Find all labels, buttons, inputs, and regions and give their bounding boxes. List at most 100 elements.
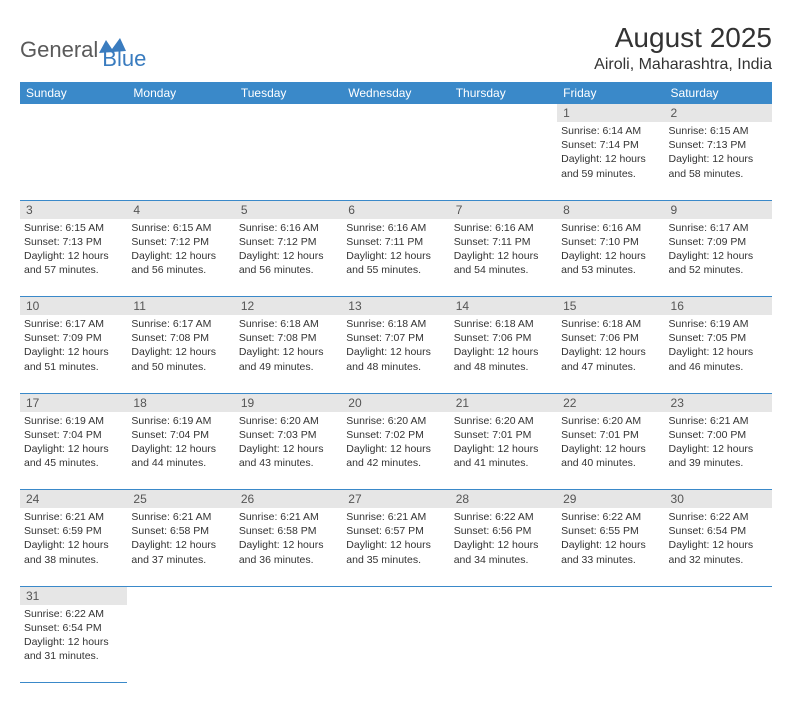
day-number-cell: 27 [342,490,449,509]
sun-details: Sunrise: 6:22 AMSunset: 6:55 PMDaylight:… [557,508,664,569]
sun-details: Sunrise: 6:22 AMSunset: 6:56 PMDaylight:… [450,508,557,569]
sun-details: Sunrise: 6:14 AMSunset: 7:14 PMDaylight:… [557,122,664,183]
day-content-cell: Sunrise: 6:17 AMSunset: 7:09 PMDaylight:… [20,315,127,393]
day-content-cell: Sunrise: 6:22 AMSunset: 6:55 PMDaylight:… [557,508,664,586]
day-content-cell: Sunrise: 6:15 AMSunset: 7:13 PMDaylight:… [665,122,772,200]
calendar-head: SundayMondayTuesdayWednesdayThursdayFrid… [20,82,772,104]
sun-details: Sunrise: 6:19 AMSunset: 7:05 PMDaylight:… [665,315,772,376]
sun-details: Sunrise: 6:16 AMSunset: 7:11 PMDaylight:… [342,219,449,280]
day-number-cell [342,104,449,122]
day-number: 20 [342,394,449,412]
day-number-cell: 9 [665,200,772,219]
day-content-cell: Sunrise: 6:21 AMSunset: 6:59 PMDaylight:… [20,508,127,586]
day-number [342,104,449,122]
sun-details: Sunrise: 6:17 AMSunset: 7:09 PMDaylight:… [20,315,127,376]
dayname-header: Tuesday [235,82,342,104]
logo-text-blue: Blue [102,46,146,72]
day-content-cell: Sunrise: 6:22 AMSunset: 6:54 PMDaylight:… [20,605,127,683]
day-number: 1 [557,104,664,122]
week-daynum-row: 24252627282930 [20,490,772,509]
day-number-cell [20,104,127,122]
day-number: 17 [20,394,127,412]
day-number: 27 [342,490,449,508]
day-number-cell [127,586,234,605]
week-content-row: Sunrise: 6:22 AMSunset: 6:54 PMDaylight:… [20,605,772,683]
day-number-cell: 15 [557,297,664,316]
day-number-cell: 19 [235,393,342,412]
day-number: 11 [127,297,234,315]
day-content-cell: Sunrise: 6:19 AMSunset: 7:04 PMDaylight:… [20,412,127,490]
day-number: 26 [235,490,342,508]
day-number: 6 [342,201,449,219]
day-number: 12 [235,297,342,315]
day-content-cell: Sunrise: 6:22 AMSunset: 6:54 PMDaylight:… [665,508,772,586]
day-number: 2 [665,104,772,122]
day-content-cell [450,122,557,200]
day-number [342,587,449,605]
day-number [665,587,772,605]
day-number-cell: 8 [557,200,664,219]
day-content-cell: Sunrise: 6:19 AMSunset: 7:04 PMDaylight:… [127,412,234,490]
week-daynum-row: 17181920212223 [20,393,772,412]
day-number-cell: 14 [450,297,557,316]
sun-details: Sunrise: 6:20 AMSunset: 7:02 PMDaylight:… [342,412,449,473]
day-number-cell: 2 [665,104,772,122]
day-content-cell: Sunrise: 6:18 AMSunset: 7:08 PMDaylight:… [235,315,342,393]
day-content-cell: Sunrise: 6:21 AMSunset: 6:58 PMDaylight:… [235,508,342,586]
day-number-cell: 18 [127,393,234,412]
day-number-cell: 23 [665,393,772,412]
dayname-header: Sunday [20,82,127,104]
week-content-row: Sunrise: 6:21 AMSunset: 6:59 PMDaylight:… [20,508,772,586]
day-content-cell [665,605,772,683]
sun-details: Sunrise: 6:21 AMSunset: 6:57 PMDaylight:… [342,508,449,569]
sun-details: Sunrise: 6:16 AMSunset: 7:11 PMDaylight:… [450,219,557,280]
day-number-cell: 16 [665,297,772,316]
week-daynum-row: 31 [20,586,772,605]
sun-details: Sunrise: 6:18 AMSunset: 7:08 PMDaylight:… [235,315,342,376]
day-number: 14 [450,297,557,315]
calendar-table: SundayMondayTuesdayWednesdayThursdayFrid… [20,82,772,683]
calendar-body: 12Sunrise: 6:14 AMSunset: 7:14 PMDayligh… [20,104,772,683]
sun-details: Sunrise: 6:18 AMSunset: 7:07 PMDaylight:… [342,315,449,376]
week-content-row: Sunrise: 6:15 AMSunset: 7:13 PMDaylight:… [20,219,772,297]
day-number: 31 [20,587,127,605]
day-number: 29 [557,490,664,508]
day-number-cell [235,104,342,122]
day-number-cell: 20 [342,393,449,412]
day-number-cell [235,586,342,605]
week-content-row: Sunrise: 6:17 AMSunset: 7:09 PMDaylight:… [20,315,772,393]
day-number: 8 [557,201,664,219]
daynames-row: SundayMondayTuesdayWednesdayThursdayFrid… [20,82,772,104]
day-number: 13 [342,297,449,315]
week-daynum-row: 12 [20,104,772,122]
day-content-cell: Sunrise: 6:17 AMSunset: 7:08 PMDaylight:… [127,315,234,393]
day-number-cell: 5 [235,200,342,219]
day-number-cell [450,586,557,605]
day-content-cell: Sunrise: 6:20 AMSunset: 7:01 PMDaylight:… [450,412,557,490]
title-block: August 2025 Airoli, Maharashtra, India [594,22,772,74]
day-number: 28 [450,490,557,508]
day-number-cell: 17 [20,393,127,412]
day-number: 22 [557,394,664,412]
day-content-cell: Sunrise: 6:18 AMSunset: 7:06 PMDaylight:… [450,315,557,393]
day-content-cell [342,122,449,200]
location-subtitle: Airoli, Maharashtra, India [594,56,772,74]
day-number-cell: 21 [450,393,557,412]
day-number: 10 [20,297,127,315]
day-number-cell [450,104,557,122]
day-content-cell: Sunrise: 6:21 AMSunset: 6:57 PMDaylight:… [342,508,449,586]
dayname-header: Friday [557,82,664,104]
day-number-cell: 10 [20,297,127,316]
sun-details: Sunrise: 6:16 AMSunset: 7:12 PMDaylight:… [235,219,342,280]
sun-details: Sunrise: 6:18 AMSunset: 7:06 PMDaylight:… [450,315,557,376]
day-number: 30 [665,490,772,508]
day-number [557,587,664,605]
day-content-cell: Sunrise: 6:21 AMSunset: 7:00 PMDaylight:… [665,412,772,490]
day-number-cell: 26 [235,490,342,509]
sun-details: Sunrise: 6:19 AMSunset: 7:04 PMDaylight:… [20,412,127,473]
day-number: 21 [450,394,557,412]
day-number [127,104,234,122]
brand-logo: General Blue [20,28,146,72]
sun-details: Sunrise: 6:16 AMSunset: 7:10 PMDaylight:… [557,219,664,280]
day-number [127,587,234,605]
